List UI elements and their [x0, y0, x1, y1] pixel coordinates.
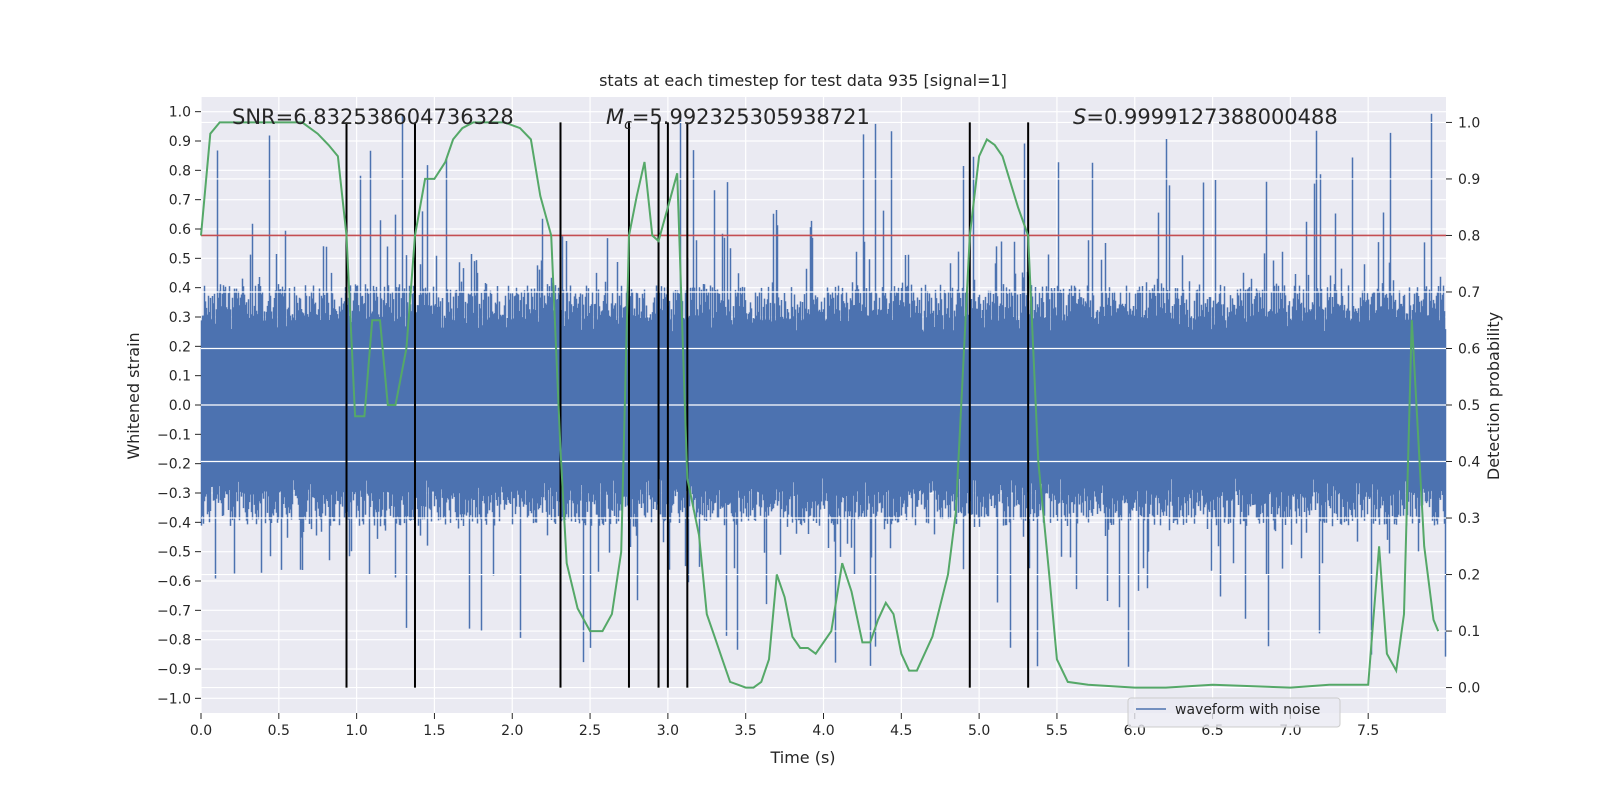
left-y-tick-label: 0.3: [169, 310, 191, 326]
x-tick-label: 5.5: [1046, 723, 1068, 739]
right-y-tick-label: 1.0: [1458, 115, 1480, 131]
left-y-tick-label: 0.9: [169, 134, 191, 150]
s-value: =0.9999127388000488: [1086, 105, 1337, 129]
x-tick-label: 1.5: [423, 723, 445, 739]
right-y-tick-label: 0.0: [1458, 681, 1480, 697]
left-y-tick-label: 1.0: [169, 105, 191, 121]
left-y-tick-label: −0.8: [157, 633, 191, 649]
right-y-tick-label: 0.1: [1458, 624, 1480, 640]
right-y-tick-label: 0.9: [1458, 172, 1480, 188]
right-y-tick-label: 0.4: [1458, 455, 1480, 471]
probability-curve: [200, 121, 1440, 689]
legend-label: waveform with noise: [1175, 702, 1320, 718]
x-tick-label: 7.5: [1357, 723, 1379, 739]
left-y-axis-label: Whitened strain: [124, 332, 143, 459]
left-y-tick-label: 0.0: [169, 398, 191, 414]
right-grid: [201, 121, 1446, 689]
x-tick-label: 1.0: [345, 723, 367, 739]
probability-layer: [200, 121, 1440, 689]
x-tick-label: 4.5: [890, 723, 912, 739]
left-y-tick-label: −0.6: [157, 574, 191, 590]
right-y-tick-label: 0.2: [1458, 568, 1480, 584]
right-y-tick-label: 0.6: [1458, 341, 1480, 357]
left-y-tick-label: −0.1: [157, 427, 191, 443]
left-y-tick-label: 0.8: [169, 163, 191, 179]
legend: waveform with noise: [1127, 697, 1341, 728]
mc-subscript: c: [624, 117, 632, 133]
x-tick-label: 5.0: [968, 723, 990, 739]
right-y-tick-label: 0.8: [1458, 228, 1480, 244]
left-y-tick-label: 0.1: [169, 369, 191, 385]
left-y-tick-label: 0.6: [169, 222, 191, 238]
x-tick-label: 3.0: [657, 723, 679, 739]
x-tick-label: 0.5: [268, 723, 290, 739]
event-lines: [345, 122, 1030, 688]
left-y-axis-ticks: 1.0 0.9 0.8 0.7 0.6 0.5 0.4 0.3 0.2 0.1 0.0 −0.1 −0.…: [157, 105, 201, 707]
x-tick-label: 4.0: [812, 723, 834, 739]
x-tick-label: 2.5: [579, 723, 601, 739]
chirp-mass-annotation: Mc=5.992325305938721: [606, 105, 870, 133]
s-symbol: S: [1073, 105, 1086, 129]
x-axis-label: Time (s): [769, 748, 835, 767]
chart-title: stats at each timestep for test data 935…: [599, 71, 1007, 90]
left-y-tick-label: 0.4: [169, 281, 191, 297]
right-y-axis-label: Detection probability: [1484, 312, 1503, 480]
snr-annotation: SNR=6.832538604736328: [232, 105, 514, 129]
left-y-tick-label: 0.2: [169, 339, 191, 355]
left-y-tick-label: 0.7: [169, 193, 191, 209]
right-y-tick-label: 0.3: [1458, 511, 1480, 527]
left-y-tick-label: −0.3: [157, 486, 191, 502]
right-y-tick-label: 0.5: [1458, 398, 1480, 414]
mc-value: =5.992325305938721: [632, 105, 870, 129]
score-annotation: S=0.9999127388000488: [1073, 105, 1338, 129]
left-y-tick-label: −0.7: [157, 603, 191, 619]
left-y-tick-label: −0.2: [157, 457, 191, 473]
left-y-tick-label: −0.9: [157, 662, 191, 678]
mc-symbol: M: [606, 105, 624, 129]
left-y-tick-label: 0.5: [169, 251, 191, 267]
right-y-axis-ticks: 1.0 0.9 0.8 0.7 0.6 0.5 0.4 0.3 0.2 0.1 0.0: [1446, 115, 1480, 697]
left-y-tick-label: −1.0: [157, 691, 191, 707]
left-y-tick-label: −0.4: [157, 515, 191, 531]
left-y-tick-label: −0.5: [157, 545, 191, 561]
right-y-tick-label: 0.7: [1458, 285, 1480, 301]
x-tick-label: 3.5: [735, 723, 757, 739]
x-tick-label: 0.0: [190, 723, 212, 739]
x-tick-label: 2.0: [501, 723, 523, 739]
legend-box: [1127, 697, 1341, 728]
